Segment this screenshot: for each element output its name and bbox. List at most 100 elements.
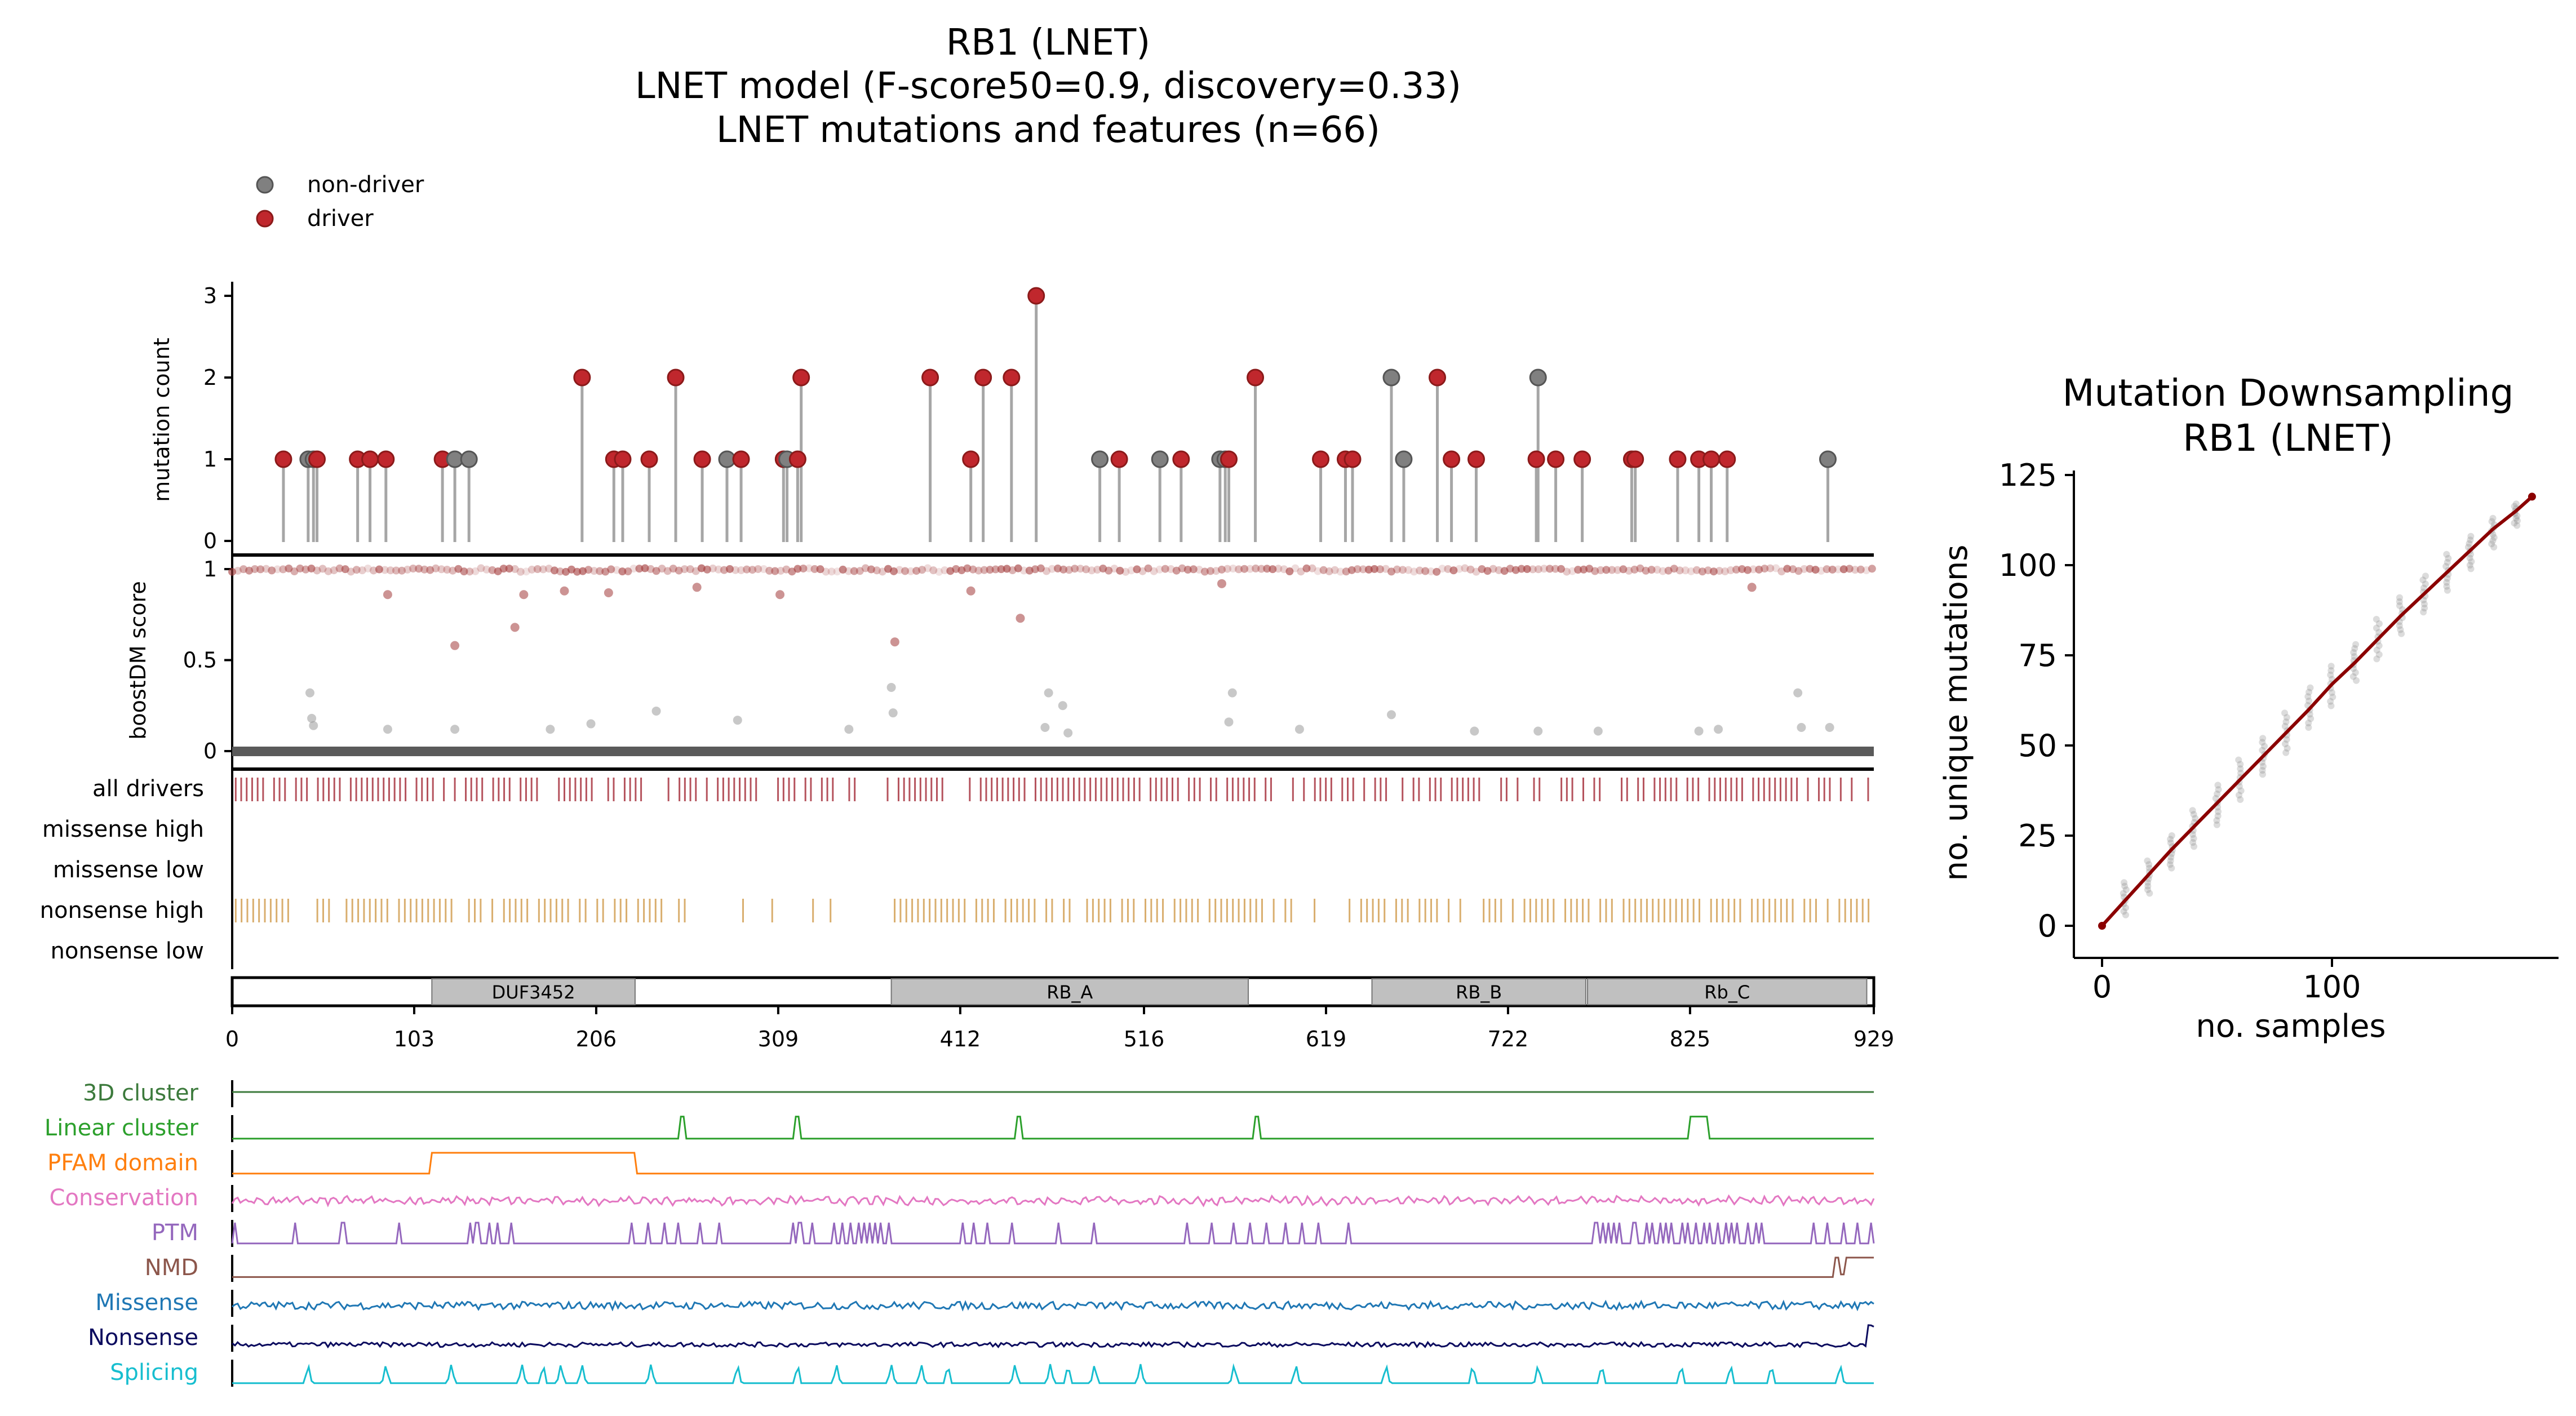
score-point-high	[1862, 566, 1870, 575]
downsampling-point	[2305, 724, 2312, 731]
score-point-high	[1772, 564, 1780, 572]
feature-label: Missense	[95, 1290, 198, 1316]
score-point-high	[1851, 566, 1859, 574]
title-line3: LNET mutations and features (n=66)	[716, 109, 1380, 151]
downsampling-y-tick-label: 0	[2038, 908, 2057, 944]
driver-mutation-marker	[1718, 450, 1736, 468]
domain-box	[1371, 978, 1586, 1005]
score-point-high	[1563, 567, 1571, 576]
score-point-high	[1071, 565, 1079, 573]
score-point-high	[1195, 565, 1203, 574]
downsampling-point	[2190, 811, 2197, 818]
driver-mutation-marker	[667, 369, 685, 387]
score-point-high	[1410, 567, 1418, 576]
downsampling-point	[2236, 792, 2243, 799]
score-point-high	[228, 567, 236, 576]
downsampling-point	[2444, 575, 2451, 582]
score-point-high	[1416, 566, 1424, 575]
score-point-high	[1076, 565, 1085, 573]
driver-mutation-marker	[1626, 450, 1644, 468]
driver-mutation-marker	[1527, 450, 1545, 468]
downsampling-point	[2144, 882, 2152, 890]
score-point-high	[624, 567, 632, 576]
downsampling-point	[2489, 514, 2497, 522]
score-point-high	[1359, 565, 1367, 574]
score-point-high	[1845, 565, 1854, 573]
downsampling-point	[2327, 698, 2334, 705]
driver-mutation-marker	[1003, 369, 1021, 387]
downsampling-point	[2283, 736, 2290, 743]
score-point-low	[1533, 726, 1543, 736]
feature-line	[232, 1324, 1874, 1349]
feature-label: Conservation	[50, 1185, 198, 1211]
driver-mutation-marker	[377, 450, 395, 468]
score-point-high	[765, 566, 774, 575]
domain-x-tick-label: 412	[940, 1027, 981, 1051]
downsampling-point	[2166, 861, 2174, 868]
score-point-high	[1834, 565, 1842, 574]
downsampling-point	[2120, 890, 2127, 897]
downsampling-point	[2467, 536, 2474, 544]
score-point-high	[477, 564, 485, 572]
score-point-high	[663, 567, 672, 575]
score-point-high	[330, 566, 338, 575]
score-point-high	[1144, 564, 1152, 572]
downsampling-y-tick-label: 50	[2018, 728, 2057, 764]
downsampling-point	[2189, 831, 2196, 838]
score-point-high	[1687, 567, 1695, 575]
score-point-high	[743, 565, 751, 574]
downsampling-point	[2191, 843, 2198, 850]
score-point	[383, 590, 392, 600]
score-point-high	[1591, 567, 1599, 575]
score-point-high	[584, 566, 593, 574]
score-point-high	[1183, 566, 1192, 574]
score-point-low	[1044, 688, 1053, 698]
score-point-high	[1212, 567, 1220, 575]
downsampling-point	[2237, 787, 2245, 794]
score-point-high	[1466, 565, 1475, 574]
score-point-high	[1161, 565, 1169, 573]
score-point-high	[1003, 565, 1011, 573]
domain-x-tick-label: 825	[1670, 1027, 1711, 1051]
score-point-high	[347, 567, 355, 576]
downsampling-point	[2467, 532, 2475, 540]
downsampling-point	[2259, 747, 2266, 754]
downsampling-point	[2443, 583, 2450, 590]
downsampling-y-label: no. unique mutations	[1938, 545, 1975, 881]
downsampling-point	[2167, 839, 2174, 846]
score-point-low	[1694, 726, 1704, 736]
score-point-high	[1653, 566, 1661, 574]
downsampling-point	[2373, 646, 2380, 654]
driver-mutation-marker	[1312, 450, 1330, 468]
driver-mutation-marker	[1702, 450, 1721, 468]
score-point-high	[273, 565, 282, 574]
score-point-high	[1393, 565, 1402, 574]
score-point-high	[618, 567, 627, 576]
score-zero-band	[232, 747, 1874, 756]
downsampling-point	[2422, 580, 2429, 588]
score-point-high	[1404, 566, 1413, 574]
downsampling-point	[2373, 624, 2380, 632]
score-point-low	[1825, 723, 1834, 733]
downsampling-point	[2327, 702, 2335, 709]
score-point-high	[652, 567, 660, 575]
downsampling-point	[2513, 522, 2521, 529]
downsampling-point	[2121, 879, 2128, 886]
domain-panel: DUF3452 RB_A RB_B Rb_C 0 103 206 309 412 516 619 7…	[225, 976, 1895, 1051]
score-point-high	[1608, 566, 1616, 574]
domain-x-tick-label: 0	[225, 1027, 239, 1051]
downsampling-point	[2443, 579, 2450, 586]
domain-x-tick-label: 929	[1854, 1027, 1895, 1051]
downsampling-point	[2513, 512, 2521, 520]
score-point-high	[363, 564, 372, 572]
downsampling-point	[2304, 693, 2312, 700]
downsampling-point	[2282, 718, 2290, 726]
downsampling-point	[2396, 594, 2403, 601]
domain-x-tick-label: 206	[576, 1027, 617, 1051]
legend-driver-marker	[256, 210, 274, 228]
downsampling-point	[2351, 645, 2358, 652]
driver-mutation-marker	[1220, 450, 1238, 468]
downsampling-point	[2237, 796, 2244, 803]
domain-box	[890, 978, 1249, 1005]
downsampling-point	[2373, 616, 2380, 623]
